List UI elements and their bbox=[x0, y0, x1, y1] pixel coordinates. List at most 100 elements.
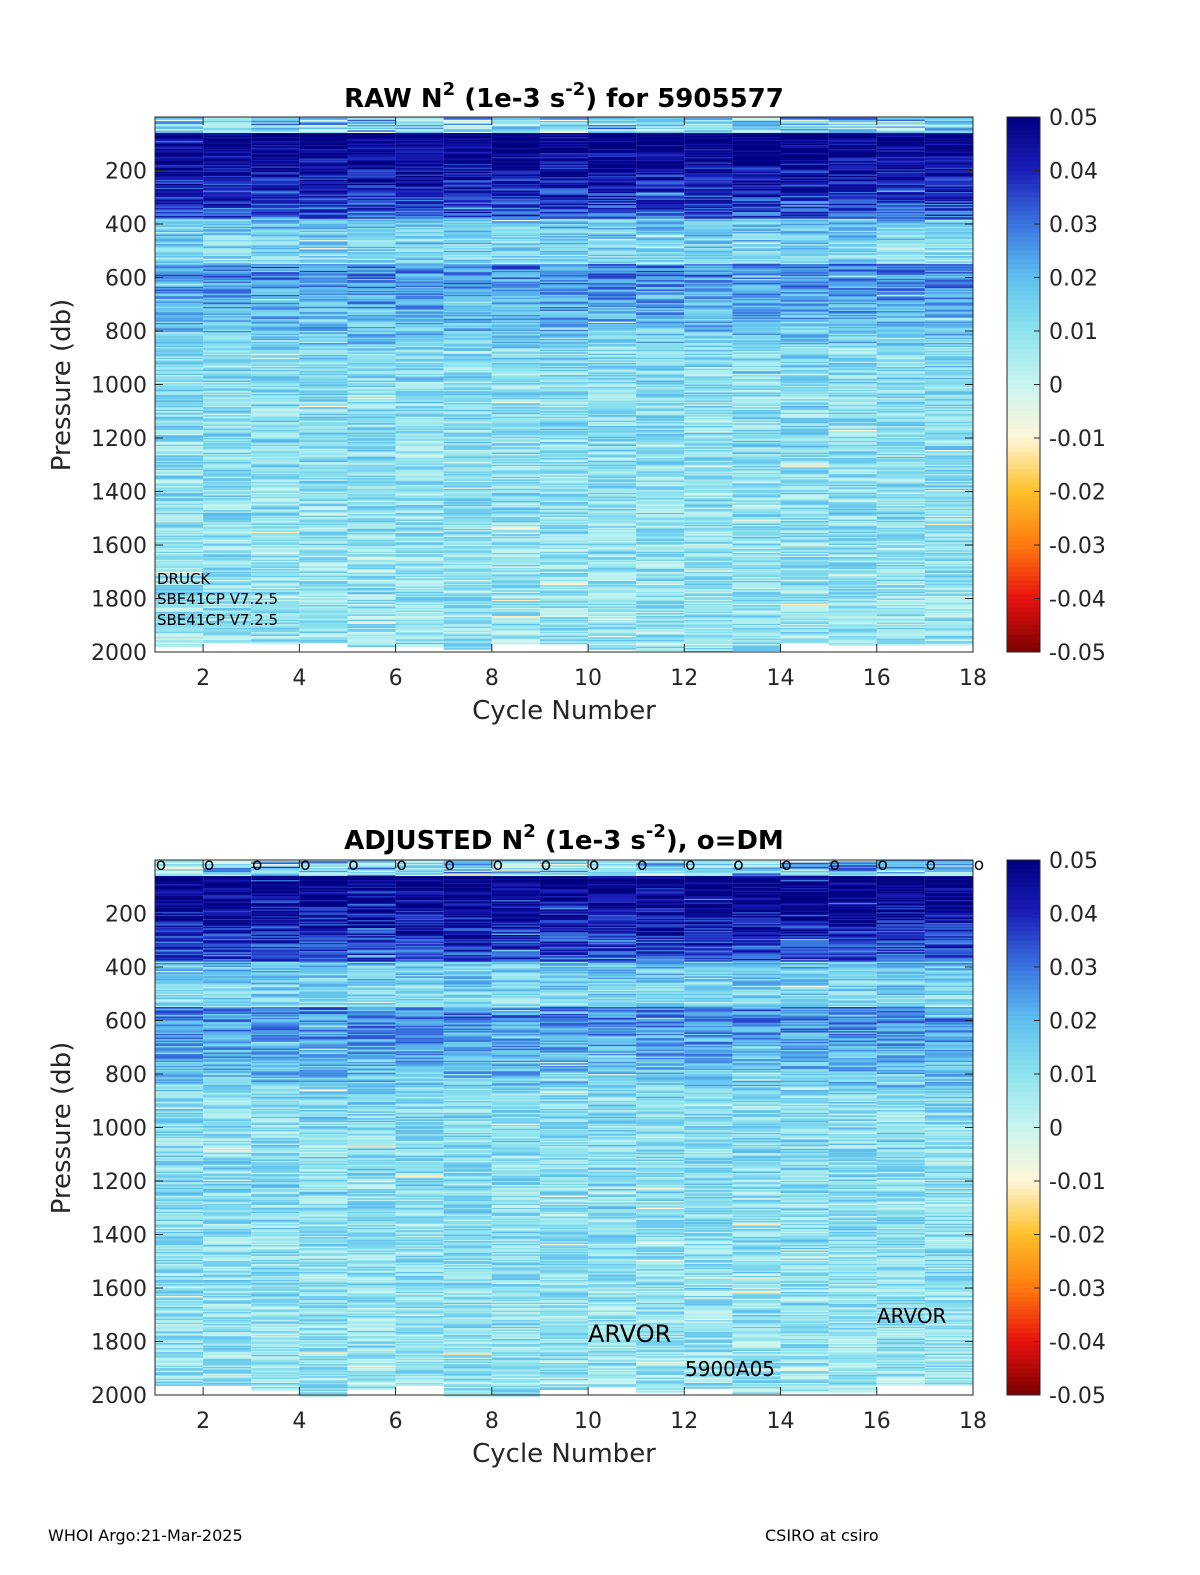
heatmap-cell bbox=[684, 241, 733, 244]
heatmap-cell bbox=[155, 166, 204, 169]
heatmap-cell bbox=[299, 352, 348, 355]
heatmap-cell bbox=[299, 142, 348, 145]
heatmap-cell bbox=[636, 205, 685, 208]
heatmap-cell bbox=[539, 601, 589, 603]
heatmap-cell bbox=[443, 364, 492, 367]
heatmap-cell bbox=[684, 442, 733, 444]
heatmap-cell bbox=[539, 549, 589, 551]
heatmap-cell bbox=[203, 385, 252, 388]
heatmap-cell bbox=[155, 153, 204, 155]
heatmap-cell bbox=[539, 122, 589, 125]
heatmap-cell bbox=[491, 249, 540, 252]
heatmap-cell bbox=[299, 344, 348, 347]
heatmap-cell bbox=[443, 478, 492, 480]
heatmap-cell bbox=[251, 157, 300, 159]
heatmap-cell bbox=[443, 249, 492, 252]
heatmap-cell bbox=[684, 175, 733, 178]
heatmap-cell bbox=[395, 645, 444, 648]
heatmap-cell bbox=[203, 460, 252, 463]
heatmap-cell bbox=[539, 194, 589, 197]
heatmap-cell bbox=[539, 557, 589, 559]
heatmap-cell bbox=[636, 547, 685, 550]
heatmap-cell bbox=[636, 285, 685, 288]
heatmap-cell bbox=[203, 507, 252, 510]
heatmap-cell bbox=[347, 565, 396, 567]
heatmap-cell bbox=[732, 170, 781, 173]
heatmap-cell bbox=[443, 201, 492, 203]
heatmap-cell bbox=[684, 321, 733, 324]
heatmap-cell bbox=[636, 569, 685, 571]
heatmap-cell bbox=[203, 603, 252, 606]
heatmap-cell bbox=[636, 454, 685, 456]
heatmap-cell bbox=[539, 486, 589, 488]
heatmap-cell bbox=[588, 286, 637, 289]
heatmap-cell bbox=[299, 601, 348, 603]
heatmap-cell bbox=[299, 613, 348, 615]
heatmap-cell bbox=[251, 555, 300, 558]
heatmap-cell bbox=[203, 470, 252, 472]
heatmap-cell bbox=[491, 587, 540, 590]
heatmap-cell bbox=[636, 361, 685, 364]
heatmap-cell bbox=[539, 284, 589, 286]
heatmap-cell bbox=[299, 518, 348, 520]
heatmap-cell bbox=[588, 444, 637, 447]
heatmap-cell bbox=[395, 409, 444, 412]
heatmap-cell bbox=[684, 613, 733, 615]
heatmap-cell bbox=[588, 256, 637, 258]
heatmap-cell bbox=[299, 416, 348, 419]
heatmap-cell bbox=[155, 197, 204, 199]
heatmap-cell bbox=[443, 609, 492, 611]
heatmap-cell bbox=[636, 582, 685, 585]
heatmap-cell bbox=[443, 470, 492, 472]
heatmap-cell bbox=[347, 211, 396, 214]
heatmap-cell bbox=[443, 573, 492, 575]
heatmap-cell bbox=[443, 169, 492, 171]
heatmap-cell bbox=[347, 336, 396, 339]
heatmap-cell bbox=[539, 357, 589, 360]
heatmap-cell bbox=[347, 228, 396, 230]
heatmap-cell bbox=[395, 292, 444, 294]
heatmap-cell bbox=[684, 514, 733, 516]
heatmap-cell bbox=[395, 187, 444, 190]
heatmap-cell bbox=[251, 240, 300, 242]
heatmap-cell bbox=[539, 304, 589, 306]
heatmap-cell bbox=[155, 435, 204, 438]
heatmap-cell bbox=[636, 427, 685, 430]
heatmap-cell bbox=[347, 516, 396, 519]
heatmap-cell bbox=[491, 186, 540, 189]
heatmap-cell bbox=[588, 435, 637, 438]
heatmap-cell bbox=[636, 224, 685, 226]
heatmap-cell bbox=[299, 464, 348, 467]
heatmap-cell bbox=[251, 226, 300, 229]
heatmap-cell bbox=[491, 480, 540, 483]
heatmap-cell bbox=[395, 602, 444, 605]
heatmap-cell bbox=[299, 581, 348, 583]
heatmap-cell bbox=[539, 205, 589, 208]
heatmap-cell bbox=[684, 266, 733, 269]
heatmap-cell bbox=[491, 510, 540, 512]
heatmap-cell bbox=[299, 599, 348, 602]
heatmap-cell bbox=[443, 153, 492, 155]
heatmap-cell bbox=[539, 129, 589, 131]
heatmap-cell bbox=[588, 455, 637, 458]
heatmap-cell bbox=[251, 487, 300, 490]
heatmap-cell bbox=[299, 629, 348, 631]
heatmap-cell bbox=[539, 425, 589, 428]
heatmap-cell bbox=[251, 557, 300, 559]
heatmap-cell bbox=[684, 551, 733, 554]
heatmap-cell bbox=[443, 198, 492, 201]
heatmap-cell bbox=[443, 618, 492, 621]
heatmap-cell bbox=[588, 353, 637, 356]
heatmap-cell bbox=[251, 466, 300, 468]
heatmap-cell bbox=[203, 547, 252, 550]
heatmap-cell bbox=[203, 169, 252, 171]
heatmap-cell bbox=[395, 298, 444, 301]
heatmap-cell bbox=[155, 254, 204, 257]
heatmap-cell bbox=[443, 345, 492, 348]
heatmap-cell bbox=[588, 621, 637, 623]
heatmap-cell bbox=[588, 360, 637, 363]
heatmap-cell bbox=[395, 536, 444, 539]
heatmap-cell bbox=[395, 145, 444, 147]
heatmap-cell bbox=[588, 345, 637, 348]
heatmap-cell bbox=[684, 579, 733, 582]
